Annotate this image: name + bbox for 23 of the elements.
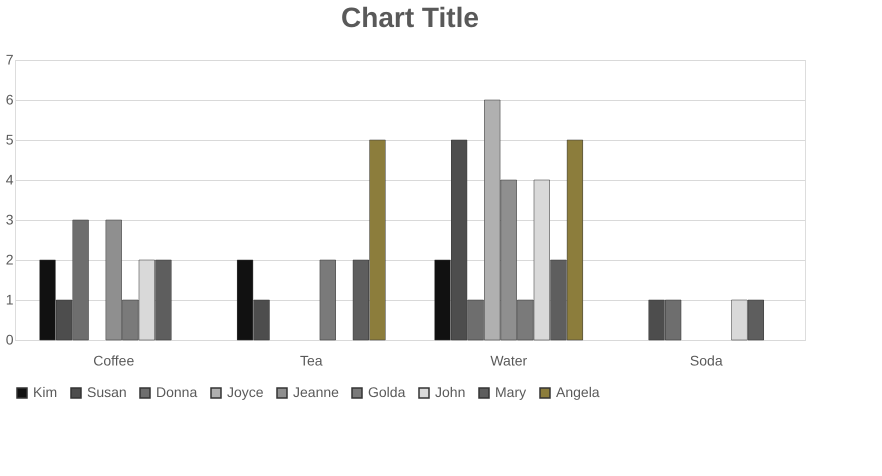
legend-label: Golda	[368, 384, 406, 400]
legend-label: Angela	[556, 384, 600, 400]
y-tick-label: 2	[6, 252, 14, 268]
bar	[320, 260, 336, 340]
y-tick-label: 1	[6, 292, 14, 308]
x-tick-label: Tea	[300, 352, 323, 368]
y-tick-label: 3	[6, 212, 14, 228]
legend-label: Kim	[33, 384, 58, 400]
y-tick-label: 0	[6, 332, 14, 348]
legend-label: Joyce	[227, 384, 264, 400]
x-tick-label: Water	[490, 352, 528, 368]
y-tick-label: 5	[6, 132, 14, 148]
y-tick-label: 7	[6, 52, 14, 68]
x-tick-label: Soda	[690, 352, 723, 368]
legend-label: Mary	[495, 384, 526, 400]
chart-title: Chart Title	[341, 2, 479, 33]
legend-label: Susan	[87, 384, 127, 400]
y-tick-label: 6	[6, 92, 14, 108]
legend-label: Donna	[156, 384, 198, 400]
y-tick-label: 4	[6, 172, 14, 188]
x-tick-label: Coffee	[93, 352, 134, 368]
legend-label: John	[435, 384, 466, 400]
legend-label: Jeanne	[293, 384, 340, 400]
